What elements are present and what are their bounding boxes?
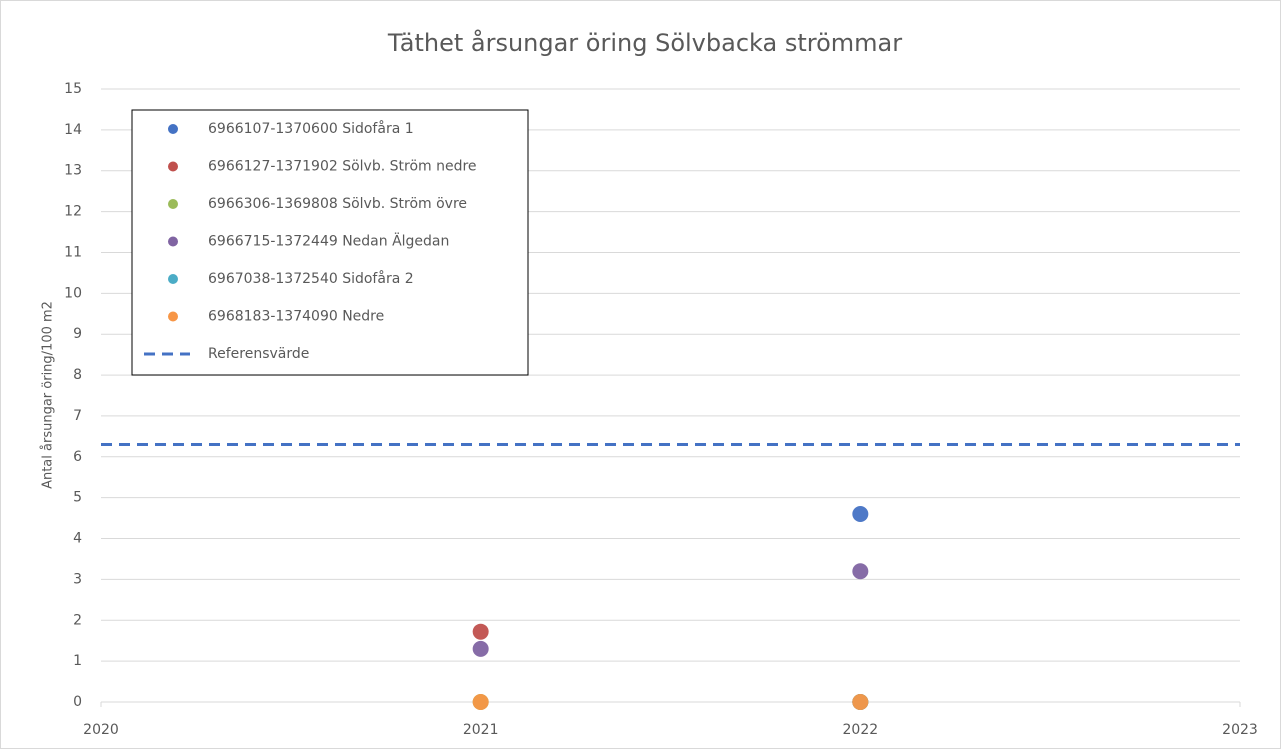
legend-label: 6968183-1374090 Nedre <box>208 309 384 325</box>
legend-marker <box>168 311 178 322</box>
legend-marker <box>168 124 178 134</box>
y-tick-label: 15 <box>64 81 82 97</box>
y-tick-label: 1 <box>73 653 82 669</box>
legend-label: 6966715-1372449 Nedan Älgedan <box>208 232 449 250</box>
legend-label: 6966306-1369808 Sölvb. Ström övre <box>208 196 467 212</box>
x-tick-label: 2021 <box>463 722 499 738</box>
y-axis-label: Antal årsungar öring/100 m2 <box>41 301 56 489</box>
data-point <box>472 640 489 657</box>
legend-box <box>131 109 529 376</box>
legend-label: Referensvärde <box>208 346 309 362</box>
legend: 6966107-1370600 Sidofåra 1 6966127-137190… <box>131 109 529 376</box>
y-tick-label: 11 <box>64 244 82 260</box>
x-tick-label: 2022 <box>843 722 879 738</box>
y-tick-label: 13 <box>64 163 82 179</box>
data-point <box>852 563 869 580</box>
chart-title: Täthet årsungar öring Sölvbacka strömmar <box>387 28 902 57</box>
y-tick-label: 8 <box>73 367 82 383</box>
y-tick-label: 10 <box>64 285 82 301</box>
data-point <box>472 623 489 640</box>
y-tick-label: 0 <box>73 694 82 710</box>
legend-marker <box>168 161 178 172</box>
x-tick-label: 2023 <box>1222 722 1258 738</box>
y-tick-label: 7 <box>73 408 82 424</box>
y-tick-label: 12 <box>64 204 82 220</box>
legend-label: 6967038-1372540 Sidofåra 2 <box>208 270 414 287</box>
data-point <box>472 694 489 710</box>
legend-marker <box>168 274 178 284</box>
y-tick-label: 9 <box>73 326 82 342</box>
y-tick-label: 6 <box>73 449 82 465</box>
legend-marker <box>168 236 178 247</box>
data-point <box>852 506 869 523</box>
y-tick-label: 14 <box>64 122 82 138</box>
legend-label: 6966127-1371902 Sölvb. Ström nedre <box>208 159 477 175</box>
y-tick-label: 5 <box>73 490 82 506</box>
legend-marker <box>168 199 178 209</box>
y-tick-label: 2 <box>73 612 82 628</box>
x-tick-label: 2020 <box>83 722 119 738</box>
y-tick-label: 4 <box>73 531 82 547</box>
data-point <box>852 694 869 710</box>
legend-label: 6966107-1370600 Sidofåra 1 <box>208 120 414 137</box>
y-tick-label: 3 <box>73 571 82 587</box>
